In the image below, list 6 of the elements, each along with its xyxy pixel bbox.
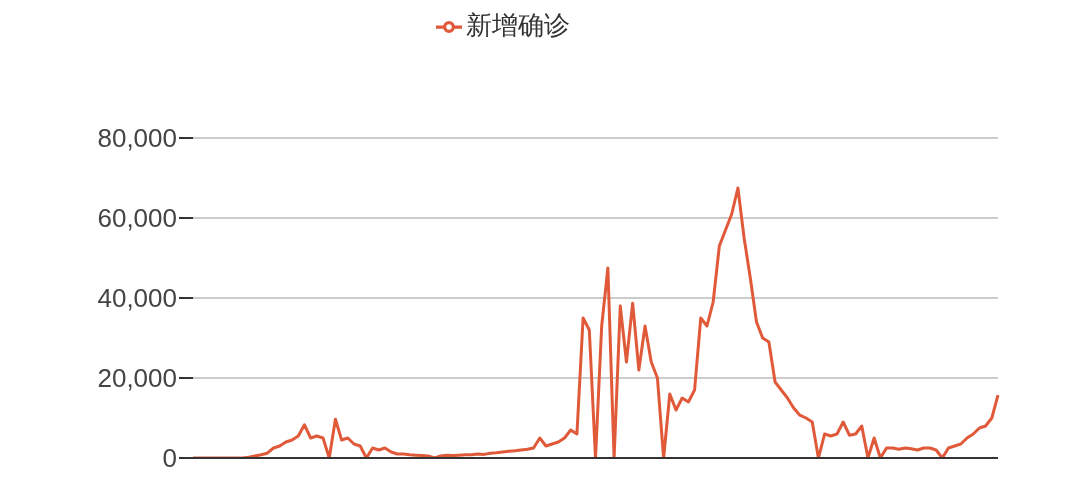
y-tick-label: 80,000 (97, 123, 177, 154)
y-tick-label: 0 (162, 443, 177, 474)
y-tick-label: 20,000 (97, 363, 177, 394)
y-tick-label: 40,000 (97, 283, 177, 314)
legend-label: 新增确诊 (466, 10, 570, 40)
y-tick-label: 60,000 (97, 203, 177, 234)
